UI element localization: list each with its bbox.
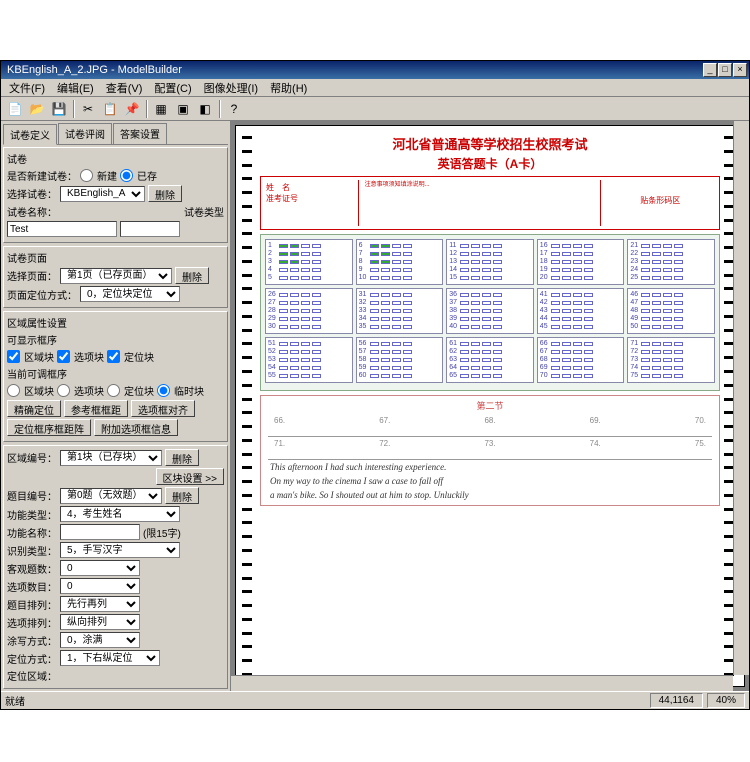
select-paper[interactable]: KBEnglish_A — [60, 186, 145, 202]
sel-loc[interactable]: 1，下右纵定位 — [60, 650, 160, 666]
section-paper: 试卷 是否新建试卷： 新建 已存 选择试卷： KBEnglish_A 删除 试卷… — [3, 147, 228, 243]
btn-matrix[interactable]: 定位框序框距阵 — [7, 419, 91, 436]
close-button[interactable]: × — [733, 63, 747, 77]
sel-oorder[interactable]: 纵向排列 — [60, 614, 140, 630]
tab-review[interactable]: 试卷评阅 — [58, 123, 112, 144]
radio-new[interactable] — [80, 169, 93, 182]
radio-exist[interactable] — [120, 169, 133, 182]
test-input[interactable] — [7, 221, 117, 237]
titlebar: KBEnglish_A_2.JPG - ModelBuilder _ □ × — [1, 61, 749, 79]
tool3-icon[interactable]: ◧ — [195, 99, 215, 119]
tool2-icon[interactable]: ▣ — [173, 99, 193, 119]
toolbar: 📄 📂 💾 ✂ 📋 📌 ▦ ▣ ◧ ? — [1, 97, 749, 121]
sel-smear[interactable]: 0，涂满 — [60, 632, 140, 648]
inp-func-name[interactable] — [60, 524, 140, 540]
btn-extra[interactable]: 附加选项框信息 — [94, 419, 178, 436]
menu-view[interactable]: 查看(V) — [102, 79, 147, 97]
btn-align[interactable]: 选项框对齐 — [131, 400, 195, 417]
section-page: 试卷页面 选择页面： 第1页（已存页面） 删除 页面定位方式： 0，定位块定位 — [3, 246, 228, 308]
chk-zone[interactable] — [7, 350, 20, 363]
btn-precise[interactable]: 精确定位 — [7, 400, 61, 417]
menu-imgproc[interactable]: 图像处理(I) — [200, 79, 262, 97]
sel-obj[interactable]: 0 — [60, 560, 140, 576]
menu-config[interactable]: 配置(C) — [150, 79, 195, 97]
menu-edit[interactable]: 编辑(E) — [53, 79, 98, 97]
minimize-button[interactable]: _ — [703, 63, 717, 77]
tool1-icon[interactable]: ▦ — [151, 99, 171, 119]
btn-del-q[interactable]: 删除 — [165, 487, 199, 504]
sheet-subtitle: 英语答题卡（A卡） — [242, 155, 738, 172]
chk-option[interactable] — [57, 350, 70, 363]
copy-icon[interactable]: 📋 — [100, 99, 120, 119]
sel-opt[interactable]: 0 — [60, 578, 140, 594]
r-temp[interactable] — [157, 384, 170, 397]
new-icon[interactable]: 📄 — [5, 99, 25, 119]
document-viewport[interactable]: 河北省普通高等学校招生校照考试 英语答题卡（A卡） 姓 名准考证号 注意事项须知… — [231, 121, 749, 691]
statusbar: 就绪 44,1164 40% — [1, 691, 749, 709]
section-zone: 区域属性设置 可显示框序 区域块 选项块 定位块 当前可调框序 区域块 选项块 … — [3, 311, 228, 442]
sel-zone-num[interactable]: 第1块（已存块） — [60, 450, 162, 466]
cut-icon[interactable]: ✂ — [78, 99, 98, 119]
btn-del-zone[interactable]: 删除 — [165, 449, 199, 466]
status-coords: 44,1164 — [650, 693, 703, 708]
status-zoom: 40% — [707, 693, 745, 708]
left-panel: 试卷定义 试卷评阅 答案设置 试卷 是否新建试卷： 新建 已存 选择试卷： KB… — [1, 121, 231, 691]
r-zone[interactable] — [7, 384, 20, 397]
menu-file[interactable]: 文件(F) — [5, 79, 49, 97]
scrollbar-horizontal[interactable] — [231, 675, 733, 691]
help-icon[interactable]: ? — [224, 99, 244, 119]
menu-help[interactable]: 帮助(H) — [266, 79, 311, 97]
btn-refdist[interactable]: 参考框框距 — [64, 400, 128, 417]
menubar: 文件(F) 编辑(E) 查看(V) 配置(C) 图像处理(I) 帮助(H) — [1, 79, 749, 97]
section-props: 区域编号： 第1块（已存块） 删除 区块设置 >> 题目编号： 第0题（无效题）… — [3, 445, 228, 689]
sel-rec-type[interactable]: 5，手写汉字 — [60, 542, 180, 558]
tab-definition[interactable]: 试卷定义 — [3, 124, 57, 145]
select-locate[interactable]: 0，定位块定位 — [80, 286, 180, 302]
sel-func-type[interactable]: 4，考生姓名 — [60, 506, 180, 522]
sheet-title: 河北省普通高等学校招生校照考试 — [242, 134, 738, 153]
scrollbar-vertical[interactable] — [733, 121, 749, 675]
status-text: 就绪 — [5, 693, 25, 708]
sel-q-num[interactable]: 第0题（无效题） — [60, 488, 162, 504]
app-window: KBEnglish_A_2.JPG - ModelBuilder _ □ × 文… — [0, 60, 750, 710]
answer-sheet: 河北省普通高等学校招生校照考试 英语答题卡（A卡） 姓 名准考证号 注意事项须知… — [235, 125, 745, 687]
window-title: KBEnglish_A_2.JPG - ModelBuilder — [3, 64, 703, 76]
delete-page-button[interactable]: 删除 — [175, 267, 209, 284]
r-option[interactable] — [57, 384, 70, 397]
delete-paper-button[interactable]: 删除 — [148, 185, 182, 202]
paste-icon[interactable]: 📌 — [122, 99, 142, 119]
select-page[interactable]: 第1页（已存页面） — [60, 268, 172, 284]
save-icon[interactable]: 💾 — [49, 99, 69, 119]
sel-qorder[interactable]: 先行再列 — [60, 596, 140, 612]
type-input[interactable] — [120, 221, 180, 237]
chk-locate[interactable] — [107, 350, 120, 363]
r-locate[interactable] — [107, 384, 120, 397]
open-icon[interactable]: 📂 — [27, 99, 47, 119]
btn-zone-set[interactable]: 区块设置 >> — [156, 468, 224, 485]
maximize-button[interactable]: □ — [718, 63, 732, 77]
tab-answer[interactable]: 答案设置 — [113, 123, 167, 144]
